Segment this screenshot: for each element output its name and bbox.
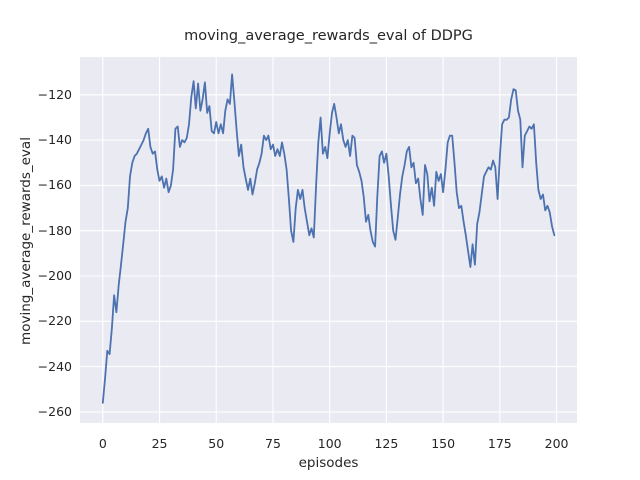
x-tick-label: 50 [208,436,225,451]
x-axis-label: episodes [298,455,359,471]
x-tick-label: 150 [431,436,456,451]
x-tick-label: 125 [374,436,399,451]
y-tick-label: −260 [37,403,72,419]
y-tick-label: −140 [37,132,72,148]
x-tick-label: 200 [544,436,569,451]
axes-background [80,57,577,423]
y-tick-label: −160 [37,177,72,193]
x-tick-label: 100 [317,436,342,451]
x-tick-label: 175 [487,436,512,451]
chart-title: moving_average_rewards_eval of DDPG [184,28,473,44]
y-tick-label: −240 [37,358,72,374]
y-tick-label: −180 [37,222,72,238]
x-tick-label: 0 [98,436,107,451]
y-tick-label: −200 [37,268,72,283]
moving-average-line [101,73,556,404]
y-tick-label: −120 [37,86,72,102]
x-tick-label: 25 [151,436,168,451]
y-tick-label: −220 [37,313,72,329]
x-tick-label: 75 [265,436,281,451]
